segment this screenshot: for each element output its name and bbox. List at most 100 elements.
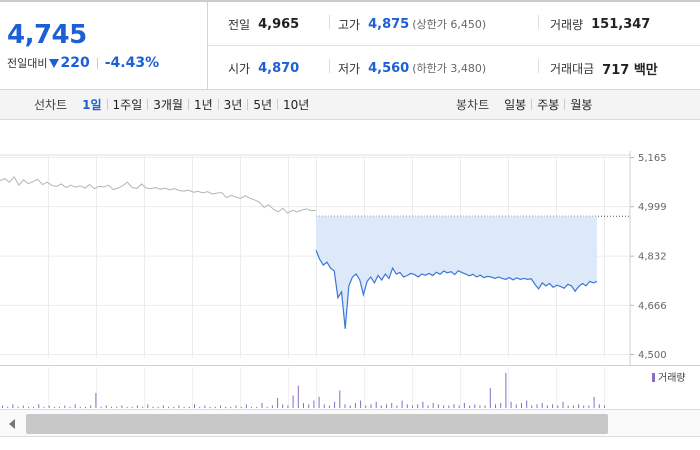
volume-bar: [510, 401, 512, 409]
volume-bar: [448, 405, 450, 408]
tab-3-years[interactable]: 3년: [223, 98, 243, 112]
volume-bar: [458, 405, 460, 408]
volume-bar: [271, 405, 273, 408]
divider: [147, 99, 149, 110]
tab-3-months[interactable]: 3개월: [153, 98, 183, 112]
volume-bar: [375, 401, 377, 409]
candle-chart-tabs: 봉차트 일봉 주봉 월봉: [456, 90, 597, 119]
quote-panel: 4,745 전일대비 220 -4.43% 전일 4,965 고가 4,875 …: [0, 0, 700, 90]
volume-bar: [552, 404, 554, 409]
volume-bar: [437, 404, 439, 409]
chart-tab-bar: 선차트 1일 1주일 3개월 1년 3년 5년 10년 봉차트 일봉 주봉 월봉: [0, 90, 700, 120]
line-chart-tabs: 선차트 1일 1주일 3개월 1년 3년 5년 10년: [34, 90, 314, 119]
tab-1-week[interactable]: 1주일: [112, 98, 143, 112]
volume-legend-label: 거래량: [658, 372, 686, 384]
volume-bar: [111, 406, 112, 409]
volume-bar: [572, 405, 574, 408]
volume-bar: [162, 405, 164, 408]
lower-limit: (하한가 3,480): [412, 62, 487, 75]
volume-bar: [245, 404, 247, 409]
volume-bar: [469, 405, 471, 408]
divider: [247, 99, 249, 110]
tab-1-day[interactable]: 1일: [82, 98, 102, 112]
volume-bar: [303, 403, 304, 408]
volume-bar: [567, 405, 569, 408]
price-chart[interactable]: 5,165 4,999 4,832 4,666 4,500 거래량: [0, 121, 700, 409]
current-price: 4,745: [7, 20, 87, 50]
volume-bar: [427, 405, 429, 408]
volume-bar: [230, 406, 232, 409]
volume-bar: [27, 406, 29, 409]
tab-weekly-candle[interactable]: 주봉: [537, 98, 560, 112]
prev-close-label: 전일: [228, 17, 251, 32]
divider: [329, 59, 330, 73]
volume-bar: [432, 403, 434, 408]
upper-limit: (상한가 6,450): [412, 18, 487, 31]
volume-bar: [235, 405, 237, 408]
tab-daily-candle[interactable]: 일봉: [504, 98, 527, 112]
volume-cell: 거래량 151,347: [550, 2, 650, 46]
volume-label: 거래량: [550, 17, 584, 32]
volume-bar: [147, 404, 149, 409]
volume-bar: [48, 405, 50, 408]
volume-bar: [209, 406, 211, 409]
volume-bar: [354, 403, 356, 408]
volume-bar: [220, 405, 221, 408]
volume-bar: [126, 406, 128, 409]
volume-bar: [500, 403, 502, 408]
amount-value: 717 백만: [602, 62, 658, 78]
quote-row-1: 전일 4,965 고가 4,875 (상한가 6,450) 거래량 151,34…: [208, 2, 700, 46]
volume-bar: [33, 406, 35, 409]
volume-bar: [313, 400, 315, 408]
volume-bar: [90, 405, 92, 408]
volume-value: 151,347: [591, 16, 651, 32]
volume-bar: [349, 405, 351, 408]
volume-bar: [583, 405, 585, 408]
quote-row-2: 시가 4,870 저가 4,560 (하한가 3,480) 거래대금 717 백…: [208, 46, 700, 90]
volume-bar: [484, 405, 486, 408]
volume-bar: [515, 404, 517, 409]
volume-bar: [204, 405, 206, 408]
volume-bar: [495, 404, 496, 409]
volume-bar: [38, 404, 40, 409]
candle-chart-label: 봉차트: [456, 98, 490, 112]
chart-scrollbar[interactable]: [0, 409, 700, 437]
volume-bar: [360, 400, 362, 408]
y-tick-label: 4,666: [638, 301, 667, 312]
volume-bar: [578, 404, 580, 409]
change-label: 전일대비: [7, 57, 48, 70]
tab-5-years[interactable]: 5년: [253, 98, 273, 112]
y-tick-label: 4,999: [638, 202, 667, 213]
divider: [538, 15, 539, 29]
change-row: 전일대비 220 -4.43%: [7, 55, 159, 71]
volume-bar: [2, 405, 3, 408]
volume-bar: [17, 406, 19, 409]
prev-close-cell: 전일 4,965: [228, 2, 299, 46]
volume-bar: [116, 406, 118, 409]
volume-bar: [365, 405, 367, 408]
volume-bar: [406, 404, 408, 409]
divider: [538, 59, 539, 73]
divider: [277, 99, 279, 110]
divider: [187, 99, 189, 110]
volume-bar: [557, 405, 559, 408]
scroll-left-button[interactable]: [2, 414, 22, 434]
divider: [96, 57, 98, 69]
volume-bar: [531, 405, 533, 408]
tab-10-years[interactable]: 10년: [283, 98, 310, 112]
scroll-thumb[interactable]: [26, 414, 608, 434]
volume-bar: [526, 400, 528, 408]
volume-bar: [339, 390, 341, 408]
volume-bar: [95, 393, 97, 408]
divider: [564, 99, 566, 110]
amount-cell: 거래대금 717 백만: [550, 46, 658, 90]
volume-bar: [105, 405, 107, 408]
tab-1-year[interactable]: 1년: [193, 98, 213, 112]
volume-legend-swatch: [652, 373, 655, 382]
open-cell: 시가 4,870: [228, 46, 299, 90]
volume-bar: [22, 405, 24, 408]
volume-bar: [194, 404, 195, 409]
tab-monthly-candle[interactable]: 월봉: [570, 98, 593, 112]
high-label: 고가: [338, 17, 361, 32]
y-tick-label: 4,832: [638, 252, 667, 263]
